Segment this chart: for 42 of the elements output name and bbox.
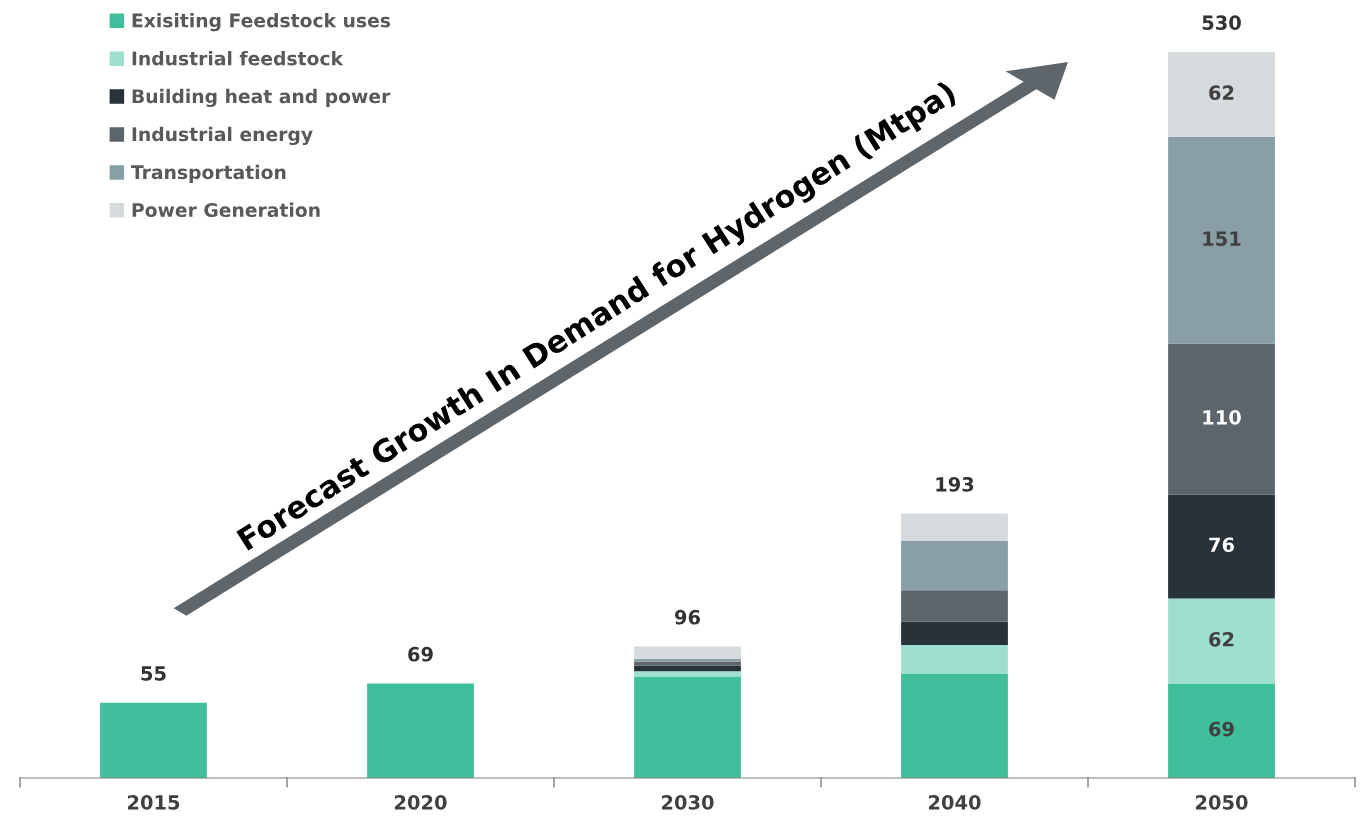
bar <box>634 671 741 677</box>
bar <box>1168 136 1275 344</box>
data-label: 62 <box>1209 85 1234 101</box>
total-label: 96 <box>674 609 700 625</box>
x-tick-label: 2015 <box>127 795 180 810</box>
bar <box>901 645 1008 674</box>
bar <box>1168 494 1275 599</box>
total-label: 69 <box>408 646 433 662</box>
data-label: 76 <box>1209 537 1234 553</box>
x-tick-label: 2020 <box>394 795 447 810</box>
legend-label: Power Generation <box>132 202 320 218</box>
bar <box>1168 343 1275 495</box>
bar <box>1168 683 1275 778</box>
total-label: 193 <box>936 476 974 492</box>
bar <box>634 676 741 778</box>
bar <box>634 646 741 659</box>
legend-label: Industrial feedstock <box>132 50 344 66</box>
data-label: 69 <box>1209 721 1234 737</box>
x-tick-label: 2040 <box>928 795 981 810</box>
bar <box>367 683 474 778</box>
bar <box>1168 598 1275 684</box>
x-tick-label: 2030 <box>661 795 714 810</box>
bar <box>901 673 1008 778</box>
legend-label: Building heat and power <box>132 88 391 108</box>
bar <box>901 621 1008 646</box>
bar <box>901 540 1008 591</box>
data-label: 62 <box>1209 631 1234 647</box>
bar <box>901 513 1008 541</box>
legend-label: Transportation <box>131 164 286 183</box>
bar <box>634 665 741 672</box>
legend-label: Industrial energy <box>132 126 313 146</box>
bar <box>901 590 1008 622</box>
bar <box>100 702 207 778</box>
bar <box>1168 51 1275 137</box>
legend-label: Exisiting Feedstock uses <box>132 12 391 32</box>
data-label: 151 <box>1203 231 1241 246</box>
data-label: 110 <box>1203 410 1241 425</box>
total-label: 55 <box>141 666 166 681</box>
bar <box>634 658 741 662</box>
bar <box>634 661 741 666</box>
total-label: 530 <box>1202 15 1241 30</box>
x-tick-label: 2050 <box>1195 795 1248 810</box>
